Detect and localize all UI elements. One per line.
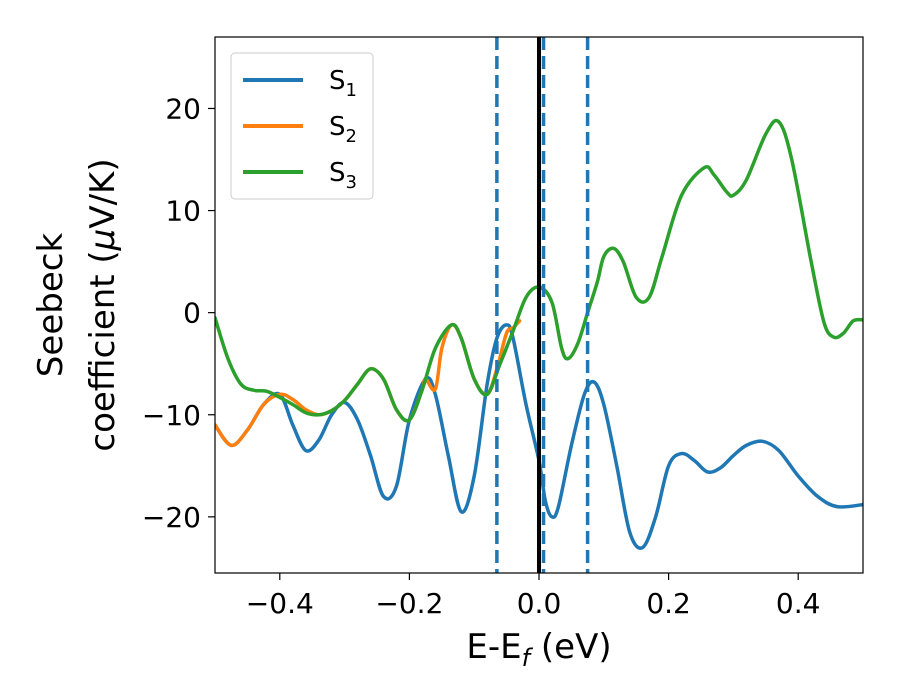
legend-label-s1: S1	[329, 66, 357, 101]
y-tick-label: 20	[165, 92, 201, 125]
x-tick-label: 0.0	[517, 587, 562, 620]
series-line-s2	[215, 319, 522, 448]
y-axis-ticks: −20 −10 0 10 20	[142, 92, 215, 534]
series-line-s3	[215, 118, 863, 423]
legend-items: S1 S2 S3	[243, 66, 357, 193]
x-axis-label: E-Ef (eV)	[466, 627, 611, 672]
legend-label-s3: S3	[329, 158, 357, 193]
x-tick-label: 0.2	[646, 587, 691, 620]
vline-layer	[495, 37, 590, 573]
y-tick-label: 10	[165, 195, 201, 228]
x-tick-label: −0.4	[246, 587, 314, 620]
legend-label-s2: S2	[329, 112, 357, 147]
x-tick-label: 0.4	[776, 587, 821, 620]
y-tick-label: −20	[142, 501, 201, 534]
x-axis-ticks: −0.4 −0.2 0.0 0.2 0.4	[246, 573, 821, 620]
y-tick-label: 0	[183, 297, 201, 330]
y-tick-label: −10	[142, 399, 201, 432]
y-axis-label: Seebeck coefficient (μV/K)	[31, 158, 123, 451]
legend: S1 S2 S3	[230, 52, 374, 200]
series-layer	[215, 118, 863, 550]
x-tick-label: −0.2	[375, 587, 443, 620]
y-axis-label-line1: Seebeck	[31, 233, 71, 378]
y-axis-label-line2: coefficient (μV/K)	[83, 158, 123, 451]
